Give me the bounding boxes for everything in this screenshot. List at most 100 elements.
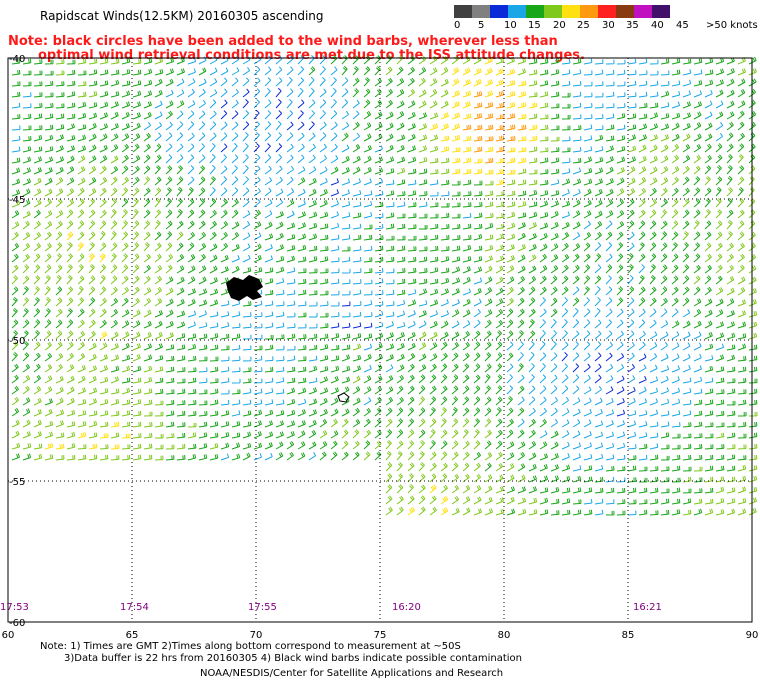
wind-barb [627, 231, 635, 241]
wind-barb [11, 178, 21, 186]
wind-barb [616, 420, 625, 428]
wind-barb [627, 397, 636, 406]
wind-barb [297, 188, 306, 197]
wind-barb [308, 430, 317, 439]
wind-barb [143, 121, 152, 131]
wind-barb [33, 242, 41, 252]
wind-barb [627, 420, 637, 428]
wind-barb [682, 79, 692, 87]
wind-barb [605, 199, 614, 208]
wind-barb [220, 121, 228, 131]
wind-barb [605, 308, 613, 318]
wind-barb [572, 363, 580, 373]
wind-barb [583, 308, 591, 318]
wind-barb [605, 409, 615, 417]
wind-barb [165, 410, 175, 417]
wind-barb [297, 345, 307, 351]
wind-barb [66, 220, 74, 230]
wind-barb [88, 342, 97, 351]
wind-barb [594, 210, 603, 219]
wind-barb [429, 123, 439, 131]
wind-barb [572, 509, 582, 516]
wind-barb [66, 166, 75, 175]
wind-barb [66, 242, 73, 252]
wind-barb [165, 121, 173, 131]
wind-barb [308, 409, 317, 417]
wind-barb [517, 374, 525, 384]
wind-barb [143, 209, 151, 219]
wind-barb [495, 114, 505, 120]
wind-barb [385, 122, 394, 131]
wind-barb [484, 319, 492, 329]
wind-barb [440, 168, 450, 175]
wind-barb [682, 454, 692, 461]
wind-barb [693, 444, 703, 450]
wind-barb [253, 132, 260, 142]
wind-barb [330, 222, 340, 230]
wind-barb [55, 210, 64, 219]
wind-barb [110, 343, 119, 351]
wind-barb [77, 297, 85, 307]
wind-barb [275, 87, 282, 98]
wind-barb [451, 496, 460, 505]
wind-barb [88, 308, 96, 318]
wind-barb [77, 187, 85, 197]
wind-barb [528, 254, 537, 263]
wind-barb [616, 167, 625, 175]
wind-barb [55, 375, 64, 384]
wind-barb [264, 322, 274, 329]
wind-barb [429, 462, 437, 472]
wind-barb [143, 143, 151, 153]
wind-barb [605, 91, 615, 98]
wind-barb [561, 330, 568, 340]
wind-barb [583, 135, 593, 142]
wind-barb [286, 451, 294, 461]
color-swatch-10 [634, 5, 652, 18]
wind-barb [198, 198, 206, 208]
wind-barb [539, 114, 549, 120]
wind-barb [231, 344, 241, 351]
wind-barb [275, 410, 285, 417]
wind-barb [77, 365, 86, 373]
wind-barb [495, 341, 503, 351]
wind-barb [682, 410, 692, 417]
wind-barb [187, 176, 195, 186]
wind-barb [451, 224, 461, 230]
wind-barb [66, 286, 74, 296]
wind-barb [264, 233, 274, 241]
wind-barb [297, 87, 304, 98]
wind-barb [396, 289, 406, 296]
wind-barb [110, 220, 118, 230]
wind-barb [451, 429, 459, 439]
wind-barb [99, 308, 107, 318]
wind-barb [484, 265, 493, 274]
wind-barb [396, 134, 406, 142]
wind-barb [275, 165, 283, 175]
wind-barb [264, 399, 274, 406]
wind-barb [682, 275, 690, 285]
wind-barb [341, 290, 351, 296]
wind-barb [308, 279, 318, 285]
wind-barb [22, 286, 29, 296]
wind-barb [132, 286, 140, 296]
wind-barb [374, 300, 384, 307]
wind-barb [99, 410, 109, 417]
wind-barb [44, 103, 54, 109]
wind-barb [352, 429, 360, 439]
wind-barb [88, 286, 96, 296]
wind-barb [616, 253, 624, 263]
wind-barb [264, 388, 274, 395]
wind-barb [682, 286, 690, 296]
wind-barb [649, 409, 659, 417]
wind-barb [308, 301, 318, 307]
wind-barb [594, 319, 602, 329]
wind-barb [440, 112, 449, 120]
wind-barb [473, 407, 481, 417]
wind-barb [429, 158, 439, 164]
wind-barb [352, 279, 362, 285]
wind-barb [297, 211, 306, 219]
wind-barb [165, 68, 174, 76]
wind-barb [385, 473, 393, 483]
wind-barb [77, 209, 85, 219]
wind-barb [594, 92, 604, 98]
